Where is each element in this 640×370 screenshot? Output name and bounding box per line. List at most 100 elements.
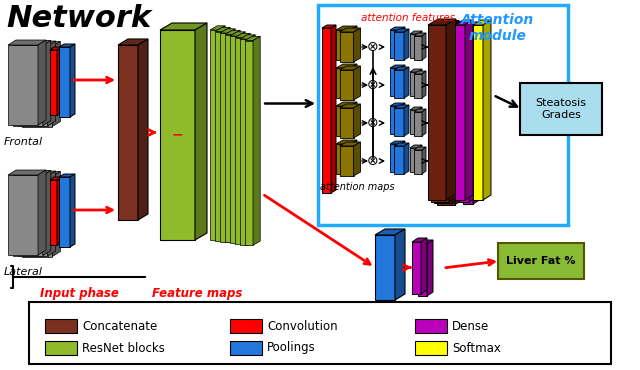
Polygon shape [414, 33, 426, 36]
Polygon shape [459, 22, 477, 27]
Polygon shape [339, 104, 360, 108]
Polygon shape [57, 47, 61, 115]
Polygon shape [160, 30, 195, 240]
Polygon shape [410, 69, 422, 72]
Polygon shape [418, 31, 422, 58]
Bar [230, 319, 262, 333]
Bar [415, 341, 447, 355]
Polygon shape [353, 28, 360, 62]
Polygon shape [50, 47, 61, 50]
Polygon shape [390, 106, 400, 134]
Polygon shape [404, 143, 409, 174]
Polygon shape [240, 35, 255, 39]
Text: Dense: Dense [452, 320, 489, 333]
Polygon shape [235, 37, 243, 244]
Polygon shape [59, 177, 70, 247]
Text: ⊗: ⊗ [367, 40, 379, 54]
Polygon shape [394, 32, 404, 60]
Polygon shape [38, 170, 46, 255]
Polygon shape [410, 110, 418, 134]
Polygon shape [339, 142, 360, 146]
Polygon shape [245, 36, 260, 40]
Polygon shape [38, 40, 46, 125]
Polygon shape [118, 45, 138, 220]
Polygon shape [18, 176, 47, 256]
Bar [415, 319, 447, 333]
Polygon shape [431, 27, 449, 202]
Polygon shape [43, 171, 51, 256]
Polygon shape [395, 229, 405, 300]
Polygon shape [8, 170, 46, 175]
Polygon shape [428, 25, 446, 200]
Polygon shape [18, 46, 47, 126]
Polygon shape [8, 40, 46, 45]
Text: ResNet blocks: ResNet blocks [82, 342, 165, 354]
Polygon shape [400, 27, 405, 58]
Text: −: − [171, 128, 183, 141]
Polygon shape [13, 46, 43, 125]
Polygon shape [336, 68, 350, 98]
Polygon shape [322, 25, 336, 28]
Polygon shape [215, 27, 230, 31]
Polygon shape [353, 142, 360, 176]
Polygon shape [434, 22, 462, 28]
Polygon shape [422, 33, 426, 60]
Polygon shape [322, 28, 331, 193]
Bar [45, 319, 77, 333]
Polygon shape [336, 26, 357, 30]
Polygon shape [394, 146, 404, 174]
Polygon shape [390, 30, 400, 58]
Text: Input phase: Input phase [40, 287, 118, 300]
Polygon shape [353, 104, 360, 138]
Polygon shape [390, 103, 405, 106]
Polygon shape [339, 28, 360, 32]
Polygon shape [339, 108, 353, 138]
Bar [230, 341, 262, 355]
Polygon shape [412, 242, 421, 294]
Polygon shape [390, 65, 405, 68]
Text: attention maps: attention maps [320, 182, 395, 192]
Polygon shape [8, 45, 38, 125]
Polygon shape [375, 229, 405, 235]
Polygon shape [418, 244, 427, 296]
Polygon shape [350, 140, 357, 174]
Polygon shape [394, 108, 404, 136]
Polygon shape [390, 68, 400, 96]
Polygon shape [22, 172, 60, 176]
FancyBboxPatch shape [29, 302, 611, 364]
Polygon shape [339, 70, 353, 100]
Polygon shape [431, 20, 459, 27]
Text: ⊗: ⊗ [367, 116, 379, 130]
Polygon shape [449, 20, 459, 202]
Polygon shape [218, 26, 225, 240]
Polygon shape [50, 50, 57, 115]
Polygon shape [473, 20, 491, 25]
Polygon shape [43, 40, 51, 125]
Polygon shape [350, 64, 357, 98]
Polygon shape [418, 107, 422, 134]
Polygon shape [483, 20, 491, 200]
Polygon shape [50, 180, 57, 245]
Polygon shape [336, 64, 357, 68]
Polygon shape [469, 22, 477, 202]
FancyBboxPatch shape [498, 243, 584, 279]
Polygon shape [230, 36, 238, 243]
Polygon shape [422, 147, 426, 174]
Polygon shape [233, 30, 240, 242]
Polygon shape [59, 44, 75, 47]
Polygon shape [418, 69, 422, 96]
Polygon shape [394, 105, 409, 108]
Polygon shape [118, 39, 148, 45]
Polygon shape [160, 23, 207, 30]
Text: ⊗: ⊗ [367, 78, 379, 92]
Polygon shape [422, 109, 426, 136]
Polygon shape [18, 41, 56, 46]
Polygon shape [394, 29, 409, 32]
Polygon shape [437, 30, 455, 205]
Text: attention features: attention features [361, 13, 455, 23]
Polygon shape [400, 65, 405, 96]
Polygon shape [421, 238, 427, 294]
Text: Network: Network [6, 4, 151, 33]
Polygon shape [452, 22, 462, 203]
Polygon shape [418, 145, 422, 172]
